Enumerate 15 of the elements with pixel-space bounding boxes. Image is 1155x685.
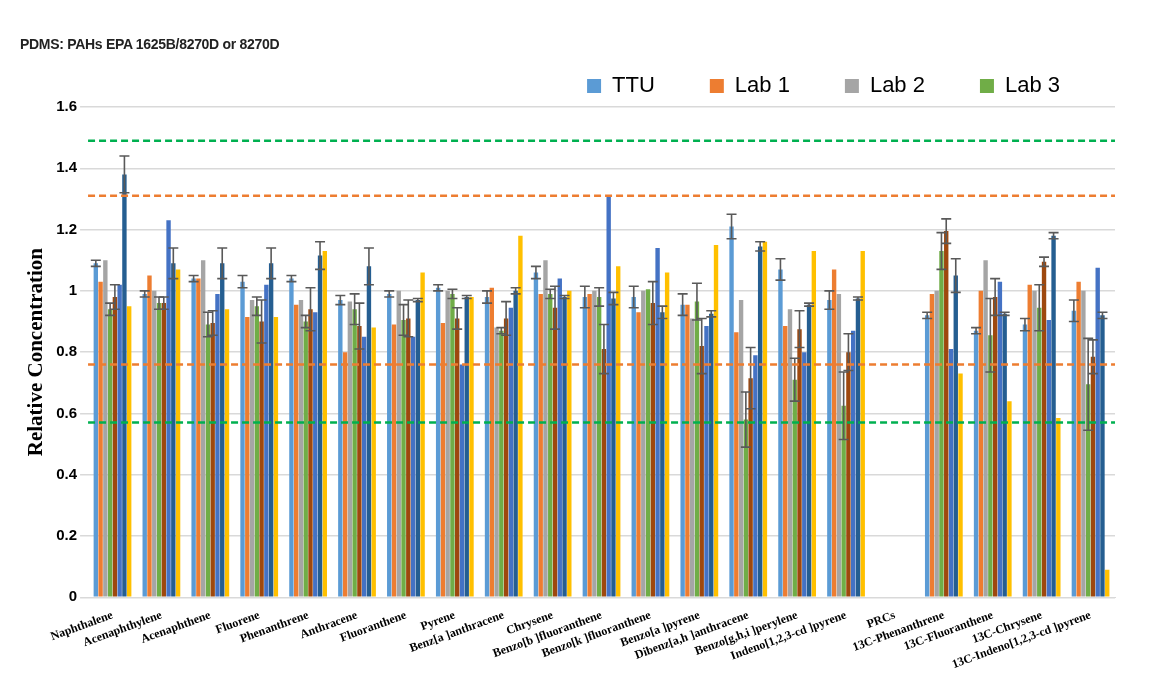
- chart-title: PDMS: PAHs EPA 1625B/8270D or 8270D: [20, 36, 280, 52]
- y-tick-label: 1.6: [56, 97, 78, 115]
- legend-label: Lab 2: [869, 72, 925, 98]
- y-tick-label: 1.2: [56, 219, 78, 237]
- y-tick-label: 0: [68, 587, 78, 605]
- y-tick-label: 1.4: [56, 158, 78, 176]
- y-tick-label: 0.2: [56, 526, 78, 544]
- y-tick-label: 1: [68, 280, 78, 298]
- legend-label: Lab 3: [1004, 72, 1061, 98]
- y-tick-label: 0.8: [56, 342, 78, 360]
- legend-label: TTU: [612, 72, 655, 98]
- y-tick-label: 0.6: [56, 403, 78, 421]
- legend-label: Lab 1: [734, 72, 790, 98]
- y-axis-title: Relative Concentration: [23, 247, 48, 457]
- y-tick-label: 0.4: [56, 464, 78, 482]
